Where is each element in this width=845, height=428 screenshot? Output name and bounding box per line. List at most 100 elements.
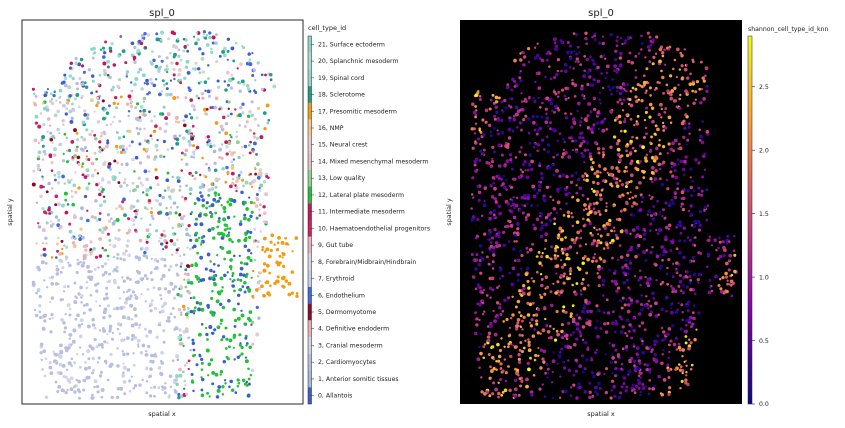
cell-point xyxy=(656,232,660,236)
cell-point xyxy=(592,239,597,243)
cell-point xyxy=(110,217,113,220)
cell-point xyxy=(184,285,188,289)
cell-point xyxy=(644,275,647,279)
cell-point xyxy=(566,40,570,45)
cell-point xyxy=(571,215,574,219)
cell-point xyxy=(214,185,218,189)
cell-point xyxy=(133,210,136,213)
cell-point xyxy=(129,303,134,308)
cell-point xyxy=(718,254,723,259)
cell-point xyxy=(609,172,613,177)
cell-point xyxy=(115,144,119,149)
cell-point xyxy=(644,304,648,308)
cell-point xyxy=(728,283,732,286)
cell-point xyxy=(673,195,678,200)
cell-point xyxy=(622,271,626,275)
cell-point xyxy=(497,234,501,239)
cell-point xyxy=(88,307,92,312)
cell-point xyxy=(473,127,476,131)
cell-point xyxy=(487,338,491,343)
cell-point xyxy=(145,82,150,86)
cell-point xyxy=(675,247,679,251)
cell-point xyxy=(98,304,102,307)
cell-point xyxy=(56,223,61,227)
cell-point xyxy=(167,289,172,294)
cell-point xyxy=(233,324,237,328)
cell-point xyxy=(610,279,614,283)
cell-point xyxy=(564,116,569,120)
cell-point xyxy=(210,50,214,54)
cell-point xyxy=(243,125,247,129)
cell-point xyxy=(154,124,158,129)
cell-point xyxy=(256,176,261,180)
cell-point xyxy=(201,198,205,202)
cell-point xyxy=(549,101,554,106)
cell-point xyxy=(104,40,108,44)
cell-point xyxy=(486,238,489,241)
left-title: spl_0 xyxy=(149,8,175,19)
cell-point xyxy=(639,393,642,397)
cell-point xyxy=(99,48,103,51)
cell-point xyxy=(656,127,660,132)
cell-point xyxy=(493,150,496,154)
cell-point xyxy=(206,135,210,139)
cell-point xyxy=(664,201,668,205)
cell-point xyxy=(650,214,653,218)
cell-point xyxy=(562,331,566,336)
cell-point xyxy=(654,169,658,173)
cell-point xyxy=(118,204,122,209)
cell-point xyxy=(697,192,701,197)
cell-point xyxy=(579,124,582,127)
cell-point xyxy=(700,140,705,145)
cell-point xyxy=(160,309,165,314)
cell-point xyxy=(652,205,656,209)
cell-point xyxy=(145,366,149,370)
cell-point xyxy=(74,171,77,174)
cell-point xyxy=(124,61,128,65)
cell-point xyxy=(639,302,644,307)
cell-point xyxy=(154,143,159,148)
cell-point xyxy=(552,206,557,211)
cell-point xyxy=(32,169,36,173)
cell-point xyxy=(39,112,43,115)
cell-point xyxy=(222,217,227,222)
cell-point xyxy=(130,323,135,328)
cell-point xyxy=(579,229,583,233)
cell-point xyxy=(614,374,617,378)
cell-point xyxy=(116,322,121,326)
cell-point xyxy=(726,234,730,238)
cell-point xyxy=(655,254,660,259)
cell-point xyxy=(201,203,205,208)
cell-point xyxy=(222,206,227,210)
cell-point xyxy=(479,255,483,259)
cell-point xyxy=(102,55,106,59)
colorbar-tick-label: 2.0 xyxy=(759,147,769,154)
cell-point xyxy=(108,272,112,276)
cell-point xyxy=(239,342,242,345)
cell-point xyxy=(674,192,677,196)
cell-point xyxy=(165,241,169,245)
cell-point xyxy=(483,186,487,191)
cell-point xyxy=(640,34,643,38)
legend-label: 5, Dermomyotome xyxy=(318,309,376,316)
cell-point xyxy=(572,342,577,347)
cell-point xyxy=(556,200,561,205)
cell-point xyxy=(662,348,665,351)
cell-point xyxy=(625,170,629,173)
cell-point xyxy=(536,128,540,133)
cell-point xyxy=(147,170,151,173)
cell-point xyxy=(234,108,237,111)
cell-point xyxy=(651,291,655,295)
cell-point xyxy=(205,162,208,166)
cell-point xyxy=(103,359,108,364)
cell-point xyxy=(616,35,619,39)
cell-point xyxy=(620,183,624,187)
cell-point xyxy=(575,220,580,224)
cell-point xyxy=(200,241,203,244)
cell-point xyxy=(234,391,238,394)
cell-point xyxy=(160,32,164,35)
cell-point xyxy=(143,206,147,210)
cell-point xyxy=(494,315,497,318)
cell-point xyxy=(120,338,124,343)
cell-point xyxy=(159,112,163,116)
